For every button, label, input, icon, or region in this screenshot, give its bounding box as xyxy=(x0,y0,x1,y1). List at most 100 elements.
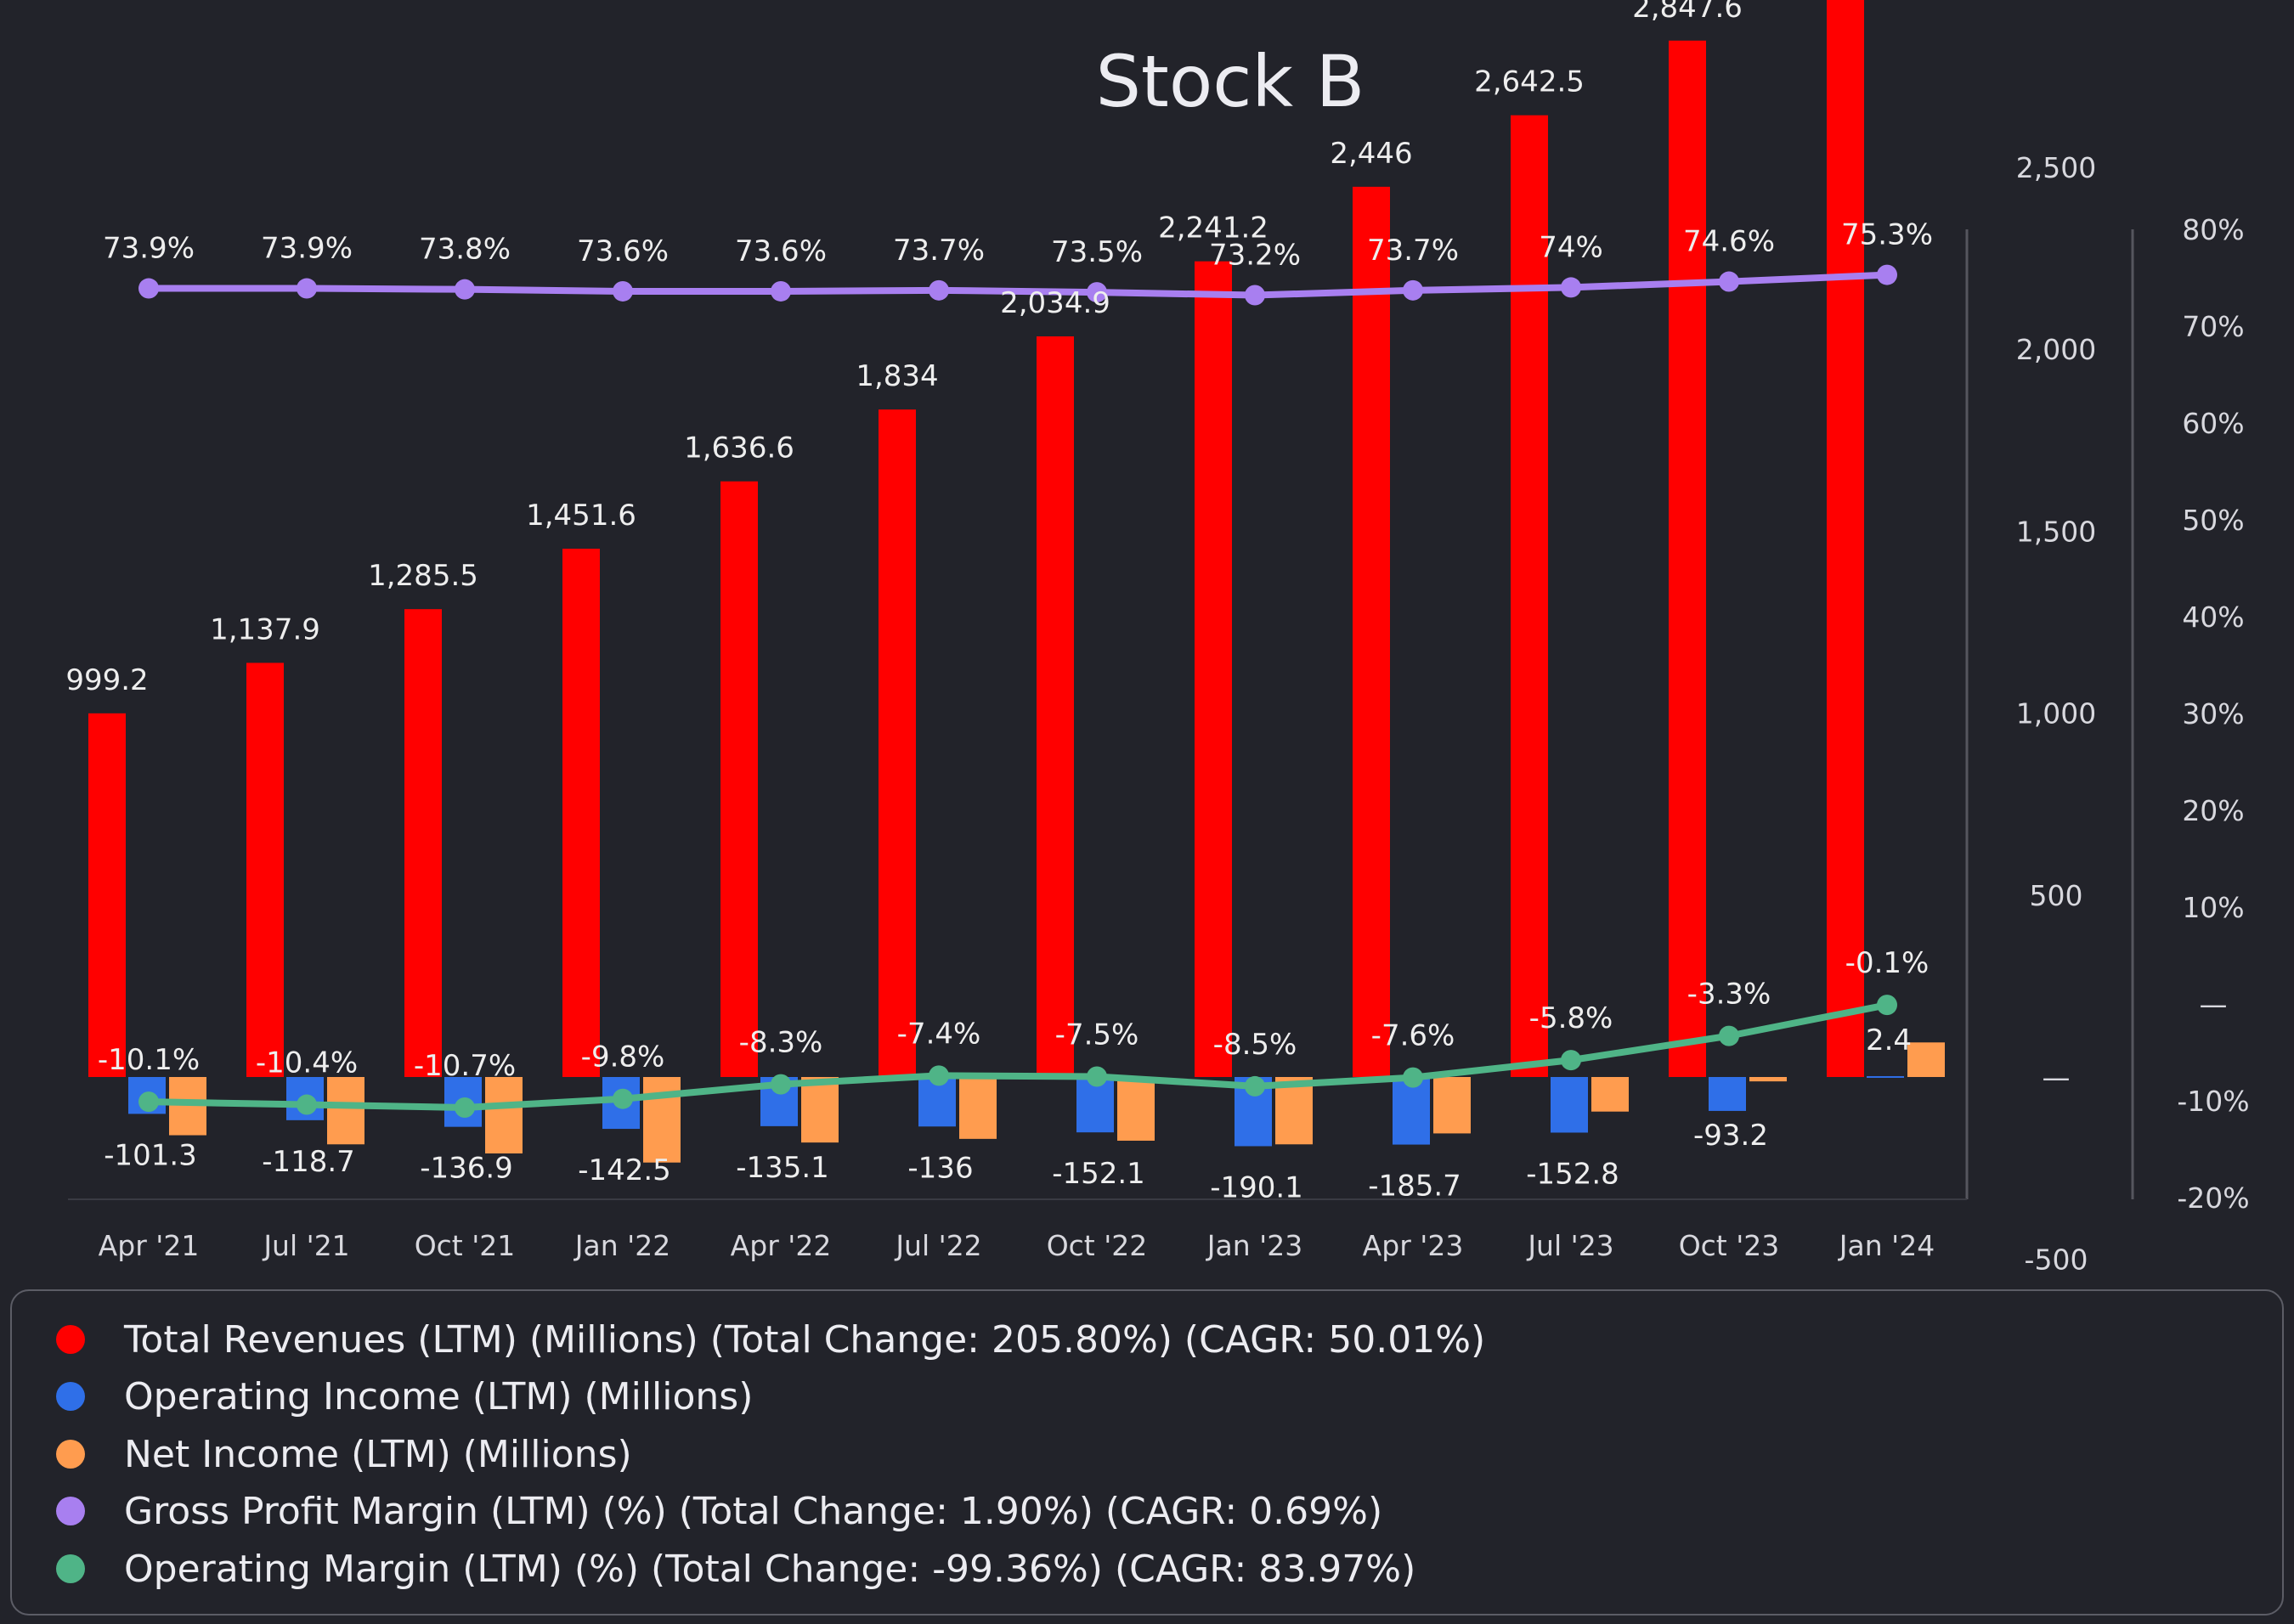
y-left-tick-label: 500 xyxy=(2030,879,2083,912)
operating-income-bar xyxy=(1867,1075,1904,1078)
x-tick-label: Jan '23 xyxy=(1206,1229,1302,1262)
lines xyxy=(138,264,1897,1118)
operating-income-label: 2.4 xyxy=(1866,1023,1912,1057)
net-income-bar xyxy=(643,1077,681,1163)
operating-margin-point xyxy=(771,1074,791,1095)
operating-income-label: -152.8 xyxy=(1526,1157,1619,1191)
net-income-bar xyxy=(959,1077,997,1139)
y-left-tick-label: — xyxy=(2043,1061,2071,1094)
operating-margin-point xyxy=(613,1088,633,1109)
net-income-bar xyxy=(327,1077,364,1145)
gross-profit-margin-point xyxy=(297,278,317,299)
net-income-bar xyxy=(1749,1077,1787,1082)
axes: 3,5003,0002,5002,0001,5001,000500—-50080… xyxy=(68,0,2250,1276)
net-income-bar xyxy=(1117,1077,1155,1141)
legend-item-operating-income: Operating Income (LTM) (Millions) xyxy=(56,1371,753,1422)
data-labels: 999.2 -101.3 1,137.9 -118.7 1,285.5 -136.9 1,4… xyxy=(65,0,1933,1204)
operating-margin-label: -7.4% xyxy=(897,1017,981,1051)
operating-income-label: -190.1 xyxy=(1210,1170,1303,1204)
gross-profit-margin-label: 73.6% xyxy=(735,234,827,268)
gross-profit-margin-line xyxy=(149,271,1888,299)
x-tick-label: Oct '22 xyxy=(1047,1229,1148,1262)
revenue-bar xyxy=(1511,115,1548,1078)
operating-margin-point xyxy=(1087,1066,1107,1087)
gross-profit-margin-label: 73.7% xyxy=(1367,234,1459,268)
gross-profit-margin-point xyxy=(1877,264,1897,285)
operating-margin-point xyxy=(1561,1050,1581,1071)
operating-margin-label: -0.1% xyxy=(1845,946,1930,980)
operating-margin-label: -7.5% xyxy=(1055,1018,1139,1052)
y-right-tick-label: 70% xyxy=(2182,310,2244,343)
x-tick-label: Apr '22 xyxy=(731,1229,832,1262)
operating-income-label: -135.1 xyxy=(736,1151,829,1185)
revenue-bar xyxy=(1353,186,1390,1077)
operating-margin-point xyxy=(455,1097,475,1118)
operating-margin-line xyxy=(148,1001,1888,1111)
revenue-bar xyxy=(1037,336,1074,1077)
net-income-bar xyxy=(169,1077,206,1136)
net-income-bar xyxy=(1591,1077,1629,1112)
gross-profit-margin-label: 73.9% xyxy=(261,232,353,266)
legend-label: Total Revenues (LTM) (Millions) (Total C… xyxy=(124,1317,1486,1362)
revenue-bar xyxy=(879,409,916,1078)
y-left-tick-label: 3,000 xyxy=(2016,0,2096,3)
operating-margin-label: -10.1% xyxy=(98,1043,200,1077)
gross-profit-margin-point xyxy=(771,280,791,302)
operating-income-label: -118.7 xyxy=(262,1145,355,1179)
operating-margin-label: -10.4% xyxy=(256,1046,358,1080)
legend-dot-green xyxy=(56,1554,85,1583)
operating-margin-label: -9.8% xyxy=(581,1040,665,1074)
operating-margin-point xyxy=(297,1094,317,1115)
operating-income-label: -152.1 xyxy=(1052,1157,1145,1191)
y-right-tick-label: 30% xyxy=(2182,697,2244,730)
x-tick-label: Oct '23 xyxy=(1679,1229,1780,1262)
operating-income-label: -101.3 xyxy=(104,1138,197,1172)
y-left-tick-label: 2,500 xyxy=(2016,151,2096,184)
legend-label: Operating Income (LTM) (Millions) xyxy=(124,1374,754,1418)
net-income-bar xyxy=(1275,1077,1313,1145)
revenue-label: 1,285.5 xyxy=(368,559,478,593)
x-tick-label: Oct '21 xyxy=(415,1229,516,1262)
legend-label: Operating Margin (LTM) (%) (Total Change… xyxy=(124,1547,1416,1591)
revenue-label: 2,642.5 xyxy=(1474,65,1585,99)
gross-profit-margin-point xyxy=(1245,285,1265,306)
operating-margin-point xyxy=(1719,1025,1739,1046)
x-tick-label: Apr '23 xyxy=(1363,1229,1464,1262)
net-income-bar xyxy=(1433,1077,1471,1134)
revenue-bar xyxy=(404,609,442,1077)
revenue-label: 1,834 xyxy=(856,359,938,393)
legend-label: Net Income (LTM) (Millions) xyxy=(124,1432,632,1476)
operating-margin-point xyxy=(929,1065,949,1086)
y-right-tick-label: 60% xyxy=(2182,407,2244,440)
revenue-label: 2,241.2 xyxy=(1158,211,1268,245)
legend-item-net-income: Net Income (LTM) (Millions) xyxy=(56,1429,632,1480)
revenue-bar xyxy=(1827,0,1864,1077)
x-tick-label: Jul '21 xyxy=(262,1229,349,1262)
revenue-bar xyxy=(246,663,284,1077)
legend-item-gross-profit-margin: Gross Profit Margin (LTM) (%) (Total Cha… xyxy=(56,1486,1382,1537)
y-right-tick-label: 80% xyxy=(2182,213,2244,246)
gross-profit-margin-label: 73.8% xyxy=(419,233,511,267)
legend-dot-blue xyxy=(56,1382,85,1411)
gross-profit-margin-label: 73.7% xyxy=(893,234,985,268)
operating-income-label: -185.7 xyxy=(1368,1170,1461,1204)
legend: Total Revenues (LTM) (Millions) (Total C… xyxy=(10,1289,2284,1616)
revenue-label: 1,137.9 xyxy=(210,612,320,646)
bars xyxy=(88,0,1945,1163)
gross-profit-margin-label: 73.2% xyxy=(1209,239,1301,273)
operating-margin-label: -7.6% xyxy=(1371,1019,1455,1053)
y-right-tick-label: 50% xyxy=(2182,504,2244,537)
y-left-tick-label: -500 xyxy=(2025,1243,2088,1276)
operating-margin-point xyxy=(1877,995,1897,1016)
gross-profit-margin-point xyxy=(1561,277,1581,298)
revenue-label: 2,847.6 xyxy=(1632,0,1743,25)
operating-margin-point xyxy=(138,1091,159,1113)
revenue-bar xyxy=(720,481,758,1077)
net-income-bar xyxy=(485,1077,523,1153)
operating-income-label: -93.2 xyxy=(1693,1119,1768,1153)
x-tick-label: Jul '23 xyxy=(1526,1229,1613,1262)
revenue-bar xyxy=(1195,261,1232,1077)
revenue-label: 2,034.9 xyxy=(1000,286,1110,320)
gross-profit-margin-point xyxy=(1087,282,1107,303)
revenue-bar xyxy=(562,548,600,1077)
